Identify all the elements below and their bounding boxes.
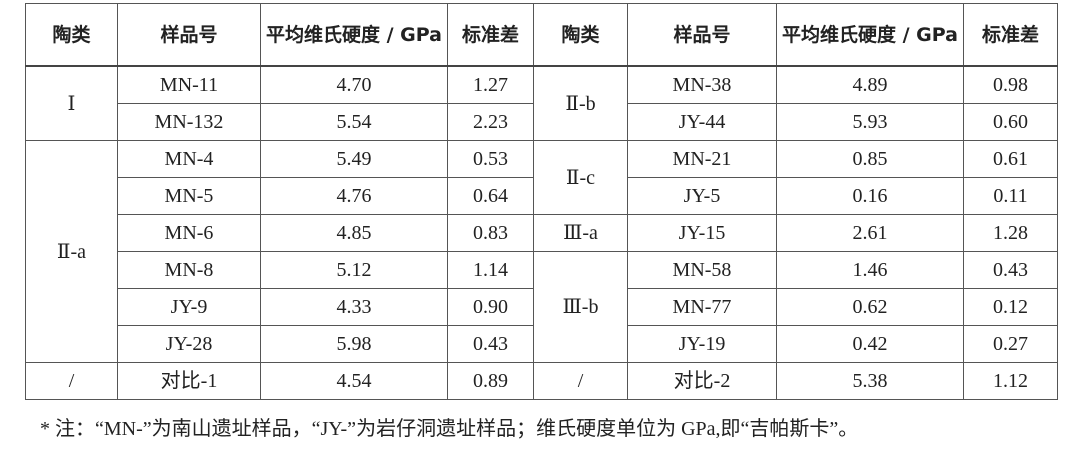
hardness-cell: 4.70	[260, 65, 448, 104]
category-cell: Ⅲ-b	[533, 251, 628, 363]
sample-cell: 对比-2	[627, 362, 777, 400]
hardness-cell: 5.49	[260, 140, 448, 178]
table-row: JY-9 4.33 0.90 MN-77 0.62 0.12	[26, 288, 1058, 326]
table-row: JY-28 5.98 0.43 JY-19 0.42 0.27	[26, 325, 1058, 363]
table-row: / 对比-1 4.54 0.89 / 对比-2 5.38 1.12	[25, 362, 1058, 400]
sd-cell: 0.53	[447, 140, 534, 178]
sample-cell: MN-58	[627, 251, 777, 289]
category-cell: Ⅱ-c	[533, 140, 628, 215]
header-row: 陶类 样品号 平均维氏硬度 / GPa 标准差 陶类 样品号 平均维氏硬度 / …	[25, 3, 1058, 67]
sample-cell: MN-5	[117, 177, 261, 215]
sd-cell: 0.64	[447, 177, 534, 215]
sample-cell: MN-6	[117, 214, 261, 252]
table-row: MN-8 5.12 1.14 Ⅲ-b MN-58 1.46 0.43	[26, 251, 1058, 363]
sample-cell: MN-8	[117, 251, 261, 289]
sd-cell: 1.14	[447, 251, 534, 289]
sd-cell: 0.83	[447, 214, 534, 252]
hardness-cell: 0.16	[776, 177, 964, 215]
hardness-cell: 5.12	[260, 251, 448, 289]
category-cell: Ⅱ-b	[533, 65, 628, 141]
header-hardness-left: 平均维氏硬度 / GPa	[260, 3, 448, 67]
sd-cell: 0.89	[447, 362, 534, 400]
hardness-cell: 5.98	[260, 325, 448, 363]
sample-cell: MN-77	[627, 288, 777, 326]
sample-cell: JY-19	[627, 325, 777, 363]
category-cell: Ⅲ-a	[533, 214, 628, 252]
sample-cell: JY-44	[627, 103, 777, 141]
sample-cell: JY-5	[627, 177, 777, 215]
sd-cell: 0.27	[963, 325, 1058, 363]
header-sd-left: 标准差	[447, 3, 534, 67]
sd-cell: 0.43	[447, 325, 534, 363]
sd-cell: 0.43	[963, 251, 1058, 289]
header-category-left: 陶类	[25, 3, 118, 67]
hardness-cell: 0.85	[776, 140, 964, 178]
category-cell: Ⅱ-a	[25, 140, 118, 363]
sd-cell: 1.27	[447, 65, 534, 104]
footnote: * 注：“MN-”为南山遗址样品，“JY-”为岩仔洞遗址样品；维氏硬度单位为 G…	[40, 418, 859, 440]
sample-cell: MN-4	[117, 140, 261, 178]
sample-cell: MN-38	[627, 65, 777, 104]
sd-cell: 1.28	[963, 214, 1058, 252]
hardness-cell: 4.33	[260, 288, 448, 326]
sample-cell: JY-28	[117, 325, 261, 363]
hardness-cell: 5.54	[260, 103, 448, 141]
sd-cell: 2.23	[447, 103, 534, 141]
header-sample-right: 样品号	[627, 3, 777, 67]
hardness-cell: 4.89	[776, 65, 964, 104]
category-cell: /	[25, 362, 118, 400]
sample-cell: MN-21	[627, 140, 777, 178]
table-row: Ⅰ MN-11 4.70 1.27 Ⅱ-b MN-38 4.89 0.98	[25, 65, 1058, 141]
header-sd-right: 标准差	[963, 3, 1058, 67]
header-hardness-right: 平均维氏硬度 / GPa	[776, 3, 964, 67]
sample-cell: JY-9	[117, 288, 261, 326]
header-sample-left: 样品号	[117, 3, 261, 67]
hardness-cell: 0.62	[776, 288, 964, 326]
hardness-cell: 4.76	[260, 177, 448, 215]
hardness-cell: 4.85	[260, 214, 448, 252]
sample-cell: 对比-1	[117, 362, 261, 400]
sd-cell: 1.12	[963, 362, 1058, 400]
hardness-cell: 1.46	[776, 251, 964, 289]
hardness-cell: 4.54	[260, 362, 448, 400]
header-category-right: 陶类	[533, 3, 628, 67]
sd-cell: 0.12	[963, 288, 1058, 326]
sample-cell: JY-15	[627, 214, 777, 252]
sd-cell: 0.98	[963, 65, 1058, 104]
table-row: Ⅱ-a MN-4 5.49 0.53 Ⅱ-c MN-21 0.85 0.61	[25, 140, 1058, 363]
hardness-table: 陶类 样品号 平均维氏硬度 / GPa 标准差 陶类 样品号 平均维氏硬度 / …	[25, 3, 1058, 400]
hardness-cell: 2.61	[776, 214, 964, 252]
sd-cell: 0.61	[963, 140, 1058, 178]
sample-cell: MN-11	[117, 65, 261, 104]
table-row: MN-6 4.85 0.83 Ⅲ-a JY-15 2.61 1.28	[26, 214, 1058, 252]
category-cell: Ⅰ	[25, 65, 118, 141]
hardness-cell: 5.38	[776, 362, 964, 400]
hardness-cell: 0.42	[776, 325, 964, 363]
sd-cell: 0.11	[963, 177, 1058, 215]
table-row: MN-5 4.76 0.64 JY-5 0.16 0.11	[26, 177, 1058, 215]
table-row: MN-132 5.54 2.23 JY-44 5.93 0.60	[26, 103, 1058, 141]
category-cell: /	[533, 362, 628, 400]
sd-cell: 0.90	[447, 288, 534, 326]
hardness-cell: 5.93	[776, 103, 964, 141]
sample-cell: MN-132	[117, 103, 261, 141]
sd-cell: 0.60	[963, 103, 1058, 141]
